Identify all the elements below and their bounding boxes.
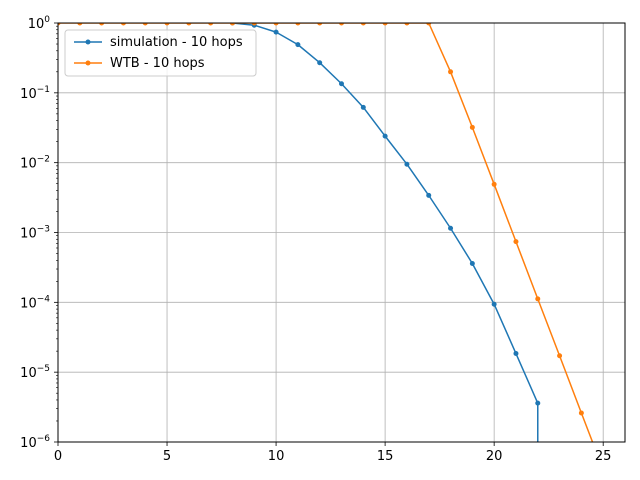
data-point xyxy=(295,23,301,26)
data-point xyxy=(360,23,366,26)
data-point xyxy=(77,23,83,26)
data-point xyxy=(295,42,301,48)
data-point xyxy=(273,29,279,35)
data-point xyxy=(317,23,323,26)
data-point xyxy=(142,23,148,26)
x-tick-label: 5 xyxy=(163,449,171,464)
y-tick-label: 10−3 xyxy=(20,225,50,242)
y-tick-label: 10−2 xyxy=(20,155,50,172)
data-point xyxy=(491,181,497,187)
data-point xyxy=(120,23,126,26)
data-point xyxy=(535,296,541,302)
data-point xyxy=(469,124,475,130)
y-tick-label: 100 xyxy=(28,15,51,32)
data-point xyxy=(426,23,432,26)
x-tick-label: 15 xyxy=(377,449,394,464)
y-tick-label: 10−4 xyxy=(20,294,50,311)
data-point xyxy=(317,60,323,66)
data-point xyxy=(99,23,105,26)
data-point xyxy=(513,239,519,245)
legend-box xyxy=(64,29,257,77)
legend-label-simulation: simulation - 10 hops xyxy=(110,35,243,50)
x-tick-label: 10 xyxy=(268,449,285,464)
x-tick-label: 25 xyxy=(595,449,612,464)
series-layer xyxy=(58,23,606,472)
data-point xyxy=(557,353,563,359)
x-tick-label: 20 xyxy=(486,449,503,464)
data-point xyxy=(535,400,541,406)
data-point xyxy=(229,23,235,26)
legend-marker-wtb xyxy=(85,60,91,66)
data-point xyxy=(601,467,606,472)
data-point xyxy=(339,81,344,87)
data-point xyxy=(404,23,410,26)
data-point xyxy=(448,225,454,231)
data-point xyxy=(382,23,388,26)
x-axis: 0 5 10 15 20 25 xyxy=(54,442,612,464)
data-point xyxy=(273,23,279,26)
data-point xyxy=(469,260,475,266)
data-point xyxy=(404,161,410,167)
data-point xyxy=(164,23,170,26)
data-point xyxy=(448,69,454,75)
data-point xyxy=(382,133,388,139)
legend-label-wtb: WTB - 10 hops xyxy=(110,56,205,71)
data-point xyxy=(426,192,432,198)
data-point xyxy=(339,23,344,26)
y-tick-label: 10−5 xyxy=(20,364,50,381)
series-line-0 xyxy=(232,23,539,442)
grid-lines xyxy=(57,22,625,443)
data-point xyxy=(491,301,497,307)
legend: simulation - 10 hops WTB - 10 hops xyxy=(64,29,257,77)
data-point xyxy=(513,351,519,357)
data-point xyxy=(578,410,584,416)
data-point xyxy=(208,23,214,26)
series-line-1 xyxy=(58,23,594,442)
y-axis: 10−6 10−5 10−4 10−3 10−2 10−1 100 xyxy=(20,15,58,451)
y-tick-label: 10−6 xyxy=(20,434,50,451)
legend-marker-simulation xyxy=(85,39,91,45)
data-point xyxy=(251,23,257,26)
data-point xyxy=(58,23,61,26)
data-point xyxy=(186,23,192,26)
data-point xyxy=(360,104,366,110)
y-tick-label: 10−1 xyxy=(20,85,50,102)
x-tick-label: 0 xyxy=(54,449,62,464)
